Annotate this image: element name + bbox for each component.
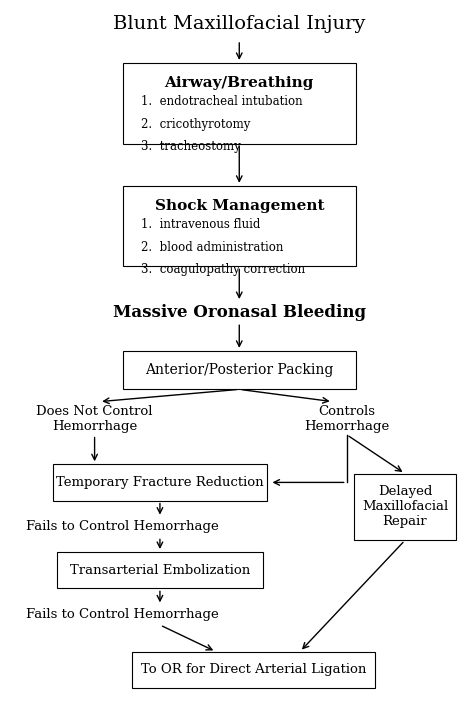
FancyBboxPatch shape <box>53 464 267 501</box>
Text: Airway/Breathing: Airway/Breathing <box>164 76 314 90</box>
Text: Fails to Control Hemorrhage: Fails to Control Hemorrhage <box>26 520 219 533</box>
Text: Massive Oronasal Bleeding: Massive Oronasal Bleeding <box>113 304 366 321</box>
Text: 1.  intravenous fluid: 1. intravenous fluid <box>141 218 261 231</box>
Text: Controls
Hemorrhage: Controls Hemorrhage <box>304 405 389 433</box>
Text: 2.  cricothyrotomy: 2. cricothyrotomy <box>141 118 251 130</box>
Text: 2.  blood administration: 2. blood administration <box>141 240 283 254</box>
FancyBboxPatch shape <box>57 552 263 589</box>
FancyBboxPatch shape <box>123 63 356 144</box>
Text: To OR for Direct Arterial Ligation: To OR for Direct Arterial Ligation <box>141 663 366 676</box>
FancyBboxPatch shape <box>123 185 356 266</box>
FancyBboxPatch shape <box>354 474 456 540</box>
Text: Blunt Maxillofacial Injury: Blunt Maxillofacial Injury <box>113 15 365 33</box>
Text: 1.  endotracheal intubation: 1. endotracheal intubation <box>141 95 303 108</box>
Text: Anterior/Posterior Packing: Anterior/Posterior Packing <box>145 363 333 377</box>
Text: Transarterial Embolization: Transarterial Embolization <box>70 564 250 577</box>
FancyBboxPatch shape <box>123 351 356 389</box>
Text: Temporary Fracture Reduction: Temporary Fracture Reduction <box>56 476 264 489</box>
Text: Does Not Control
Hemorrhage: Does Not Control Hemorrhage <box>36 405 153 433</box>
FancyBboxPatch shape <box>132 651 374 688</box>
Text: 3.  tracheostomy: 3. tracheostomy <box>141 140 241 153</box>
Text: Delayed
Maxillofacial
Repair: Delayed Maxillofacial Repair <box>362 486 448 529</box>
Text: Shock Management: Shock Management <box>155 199 324 213</box>
Text: Fails to Control Hemorrhage: Fails to Control Hemorrhage <box>26 608 219 621</box>
Text: 3.  coagulopathy correction: 3. coagulopathy correction <box>141 263 305 276</box>
